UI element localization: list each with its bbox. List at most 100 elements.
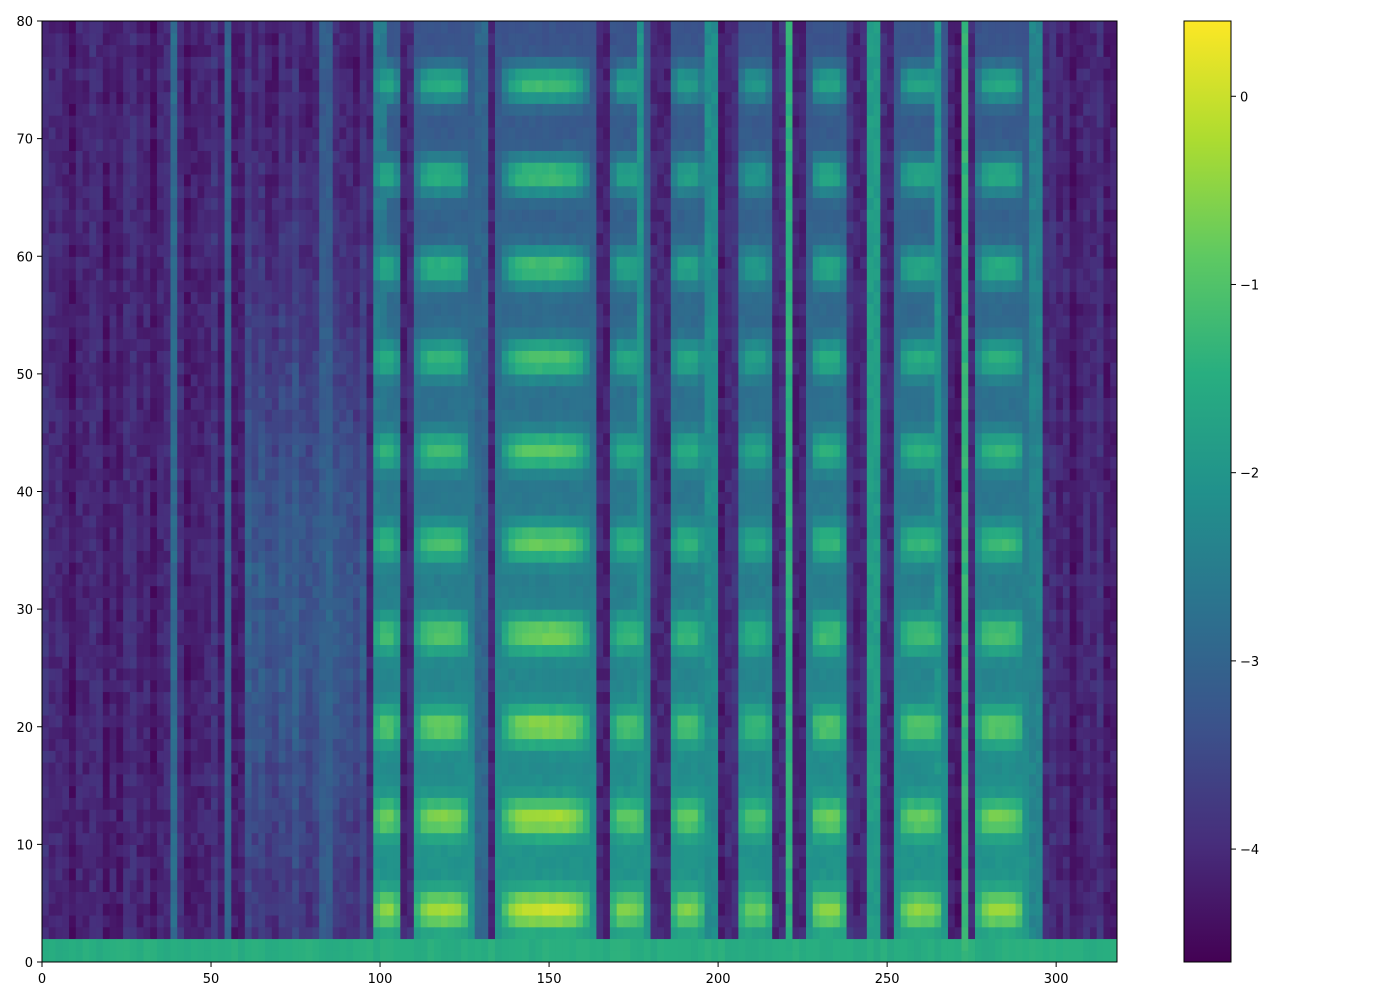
heatmap-cell (305, 126, 314, 140)
heatmap-cell (82, 938, 90, 951)
heatmap-cell (366, 726, 374, 740)
heatmap-cell (386, 444, 395, 457)
heatmap-cell (346, 667, 354, 681)
heatmap-cell (285, 632, 293, 646)
heatmap-cell (454, 103, 462, 116)
heatmap-cell (420, 138, 428, 151)
heatmap-cell (244, 244, 253, 257)
heatmap-cell (346, 103, 354, 116)
heatmap-cell (427, 691, 435, 704)
heatmap-cell (69, 891, 77, 904)
heatmap-cell (224, 432, 232, 446)
heatmap-cell (380, 832, 388, 845)
heatmap-cell (123, 291, 131, 304)
heatmap-cell (211, 385, 219, 398)
heatmap-cell (305, 820, 314, 834)
heatmap-cell (407, 220, 415, 234)
heatmap-cell (373, 938, 381, 951)
heatmap-cell (265, 91, 273, 104)
heatmap-cell (197, 32, 205, 46)
heatmap-cell (407, 456, 415, 469)
heatmap-cell (75, 914, 84, 928)
heatmap-cell (244, 750, 253, 763)
heatmap-cell (55, 315, 63, 328)
heatmap-cell (325, 714, 334, 728)
heatmap-cell (271, 632, 280, 646)
heatmap-cell (183, 32, 192, 46)
heatmap-cell (89, 362, 97, 375)
heatmap-cell (143, 832, 151, 845)
heatmap-cell (238, 903, 246, 916)
heatmap-cell (190, 268, 199, 281)
heatmap-cell (69, 820, 77, 834)
heatmap-cell (55, 938, 63, 951)
heatmap-cell (82, 538, 90, 551)
heatmap-cell (265, 597, 273, 610)
heatmap-cell (420, 809, 428, 822)
heatmap-cell (420, 585, 428, 598)
heatmap-cell (89, 573, 97, 587)
heatmap-cell (400, 244, 408, 257)
heatmap-cell (177, 138, 185, 151)
heatmap-cell (285, 444, 293, 457)
heatmap-cell (258, 79, 266, 93)
heatmap-cell (62, 232, 70, 246)
heatmap-cell (373, 832, 381, 845)
heatmap-cell (359, 115, 368, 128)
heatmap-cell (298, 432, 307, 446)
heatmap-cell (353, 220, 361, 234)
heatmap-cell (427, 773, 435, 787)
heatmap-cell (190, 91, 199, 104)
heatmap-cell (197, 56, 205, 69)
heatmap-cell (380, 56, 388, 69)
heatmap-cell (454, 91, 462, 104)
heatmap-cell (440, 714, 449, 728)
heatmap-cell (305, 56, 314, 69)
heatmap-cell (89, 938, 97, 951)
heatmap-cell (386, 832, 395, 845)
heatmap-cell (325, 491, 334, 504)
heatmap-cell (278, 385, 286, 398)
heatmap-cell (42, 32, 50, 46)
heatmap-cell (190, 691, 199, 704)
heatmap-cell (292, 714, 300, 728)
heatmap-cell (183, 444, 192, 457)
heatmap-cell (447, 773, 456, 787)
heatmap-cell (62, 938, 70, 951)
heatmap-cell (150, 562, 158, 575)
heatmap-cell (170, 303, 178, 316)
heatmap-cell (312, 491, 320, 504)
heatmap-cell (224, 856, 232, 869)
heatmap-cell (163, 503, 172, 516)
heatmap-cell (251, 914, 259, 928)
heatmap-cell (332, 303, 341, 316)
heatmap-cell (96, 903, 104, 916)
heatmap-cell (393, 362, 401, 375)
heatmap-cell (298, 326, 307, 340)
heatmap-cell (129, 115, 138, 128)
heatmap-cell (386, 232, 395, 246)
heatmap-cell (224, 620, 232, 634)
heatmap-cell (96, 326, 104, 340)
heatmap-cell (312, 632, 320, 646)
heatmap-cell (211, 32, 219, 46)
heatmap-cell (170, 444, 178, 457)
heatmap-cell (177, 820, 185, 834)
heatmap-cell (332, 891, 341, 904)
heatmap-cell (305, 832, 314, 845)
heatmap-cell (197, 362, 205, 375)
heatmap-cell (123, 867, 131, 881)
heatmap-cell (75, 209, 84, 222)
heatmap-cell (183, 456, 192, 469)
heatmap-cell (420, 773, 428, 787)
heatmap-cell (136, 856, 145, 869)
heatmap-cell (231, 244, 239, 257)
heatmap-cell (461, 750, 469, 763)
heatmap-cell (305, 609, 314, 622)
heatmap-cell (251, 91, 259, 104)
heatmap-cell (244, 538, 253, 551)
heatmap-cell (325, 750, 334, 763)
heatmap-cell (123, 903, 131, 916)
heatmap-cell (82, 950, 90, 962)
heatmap-cell (156, 103, 165, 116)
